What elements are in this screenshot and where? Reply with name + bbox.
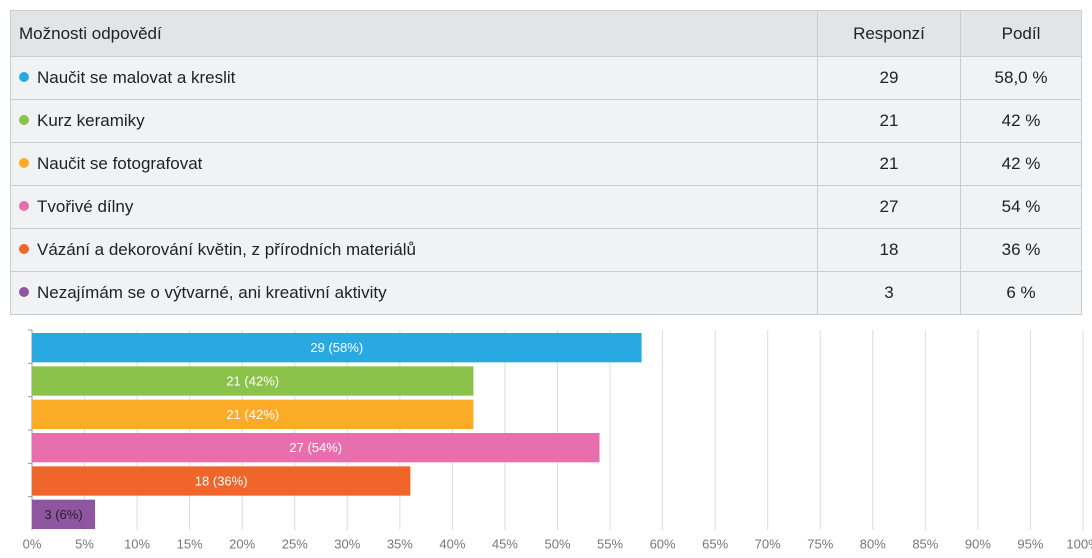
legend-dot: [19, 244, 29, 254]
cell-text: 27: [879, 197, 899, 216]
cell-text: 29: [879, 68, 899, 87]
table-cell: Tvořivé dílny: [10, 185, 818, 229]
x-tick-label: 90%: [965, 536, 991, 551]
x-tick-label: 70%: [755, 536, 781, 551]
table-cell: 29: [817, 56, 961, 100]
cell-text: 36 %: [1001, 240, 1041, 259]
table-cell: 6 %: [960, 271, 1082, 315]
table-cell: 54 %: [960, 185, 1082, 229]
x-tick-label: 35%: [387, 536, 413, 551]
x-tick-label: 30%: [334, 536, 360, 551]
cell-text: 3: [884, 283, 894, 302]
bar-label: 21 (42%): [226, 407, 279, 422]
bar: [32, 366, 474, 396]
table-cell: 36 %: [960, 228, 1082, 272]
x-tick-label: 25%: [282, 536, 308, 551]
bar-label: 27 (54%): [289, 440, 342, 455]
cell-text: 21: [879, 154, 899, 173]
bar-label: 29 (58%): [310, 340, 363, 355]
x-tick-label: 80%: [860, 536, 886, 551]
bar: [32, 433, 600, 463]
cell-text: Naučit se fotografovat: [37, 154, 203, 173]
x-tick-label: 60%: [650, 536, 676, 551]
bar: [32, 499, 96, 529]
x-tick-label: 40%: [439, 536, 465, 551]
bar: [32, 399, 474, 429]
legend-dot: [19, 201, 29, 211]
cell-text: 18: [879, 240, 899, 259]
table-cell: Nezajímám se o výtvarné, ani kreativní a…: [10, 271, 818, 315]
cell-text: 42 %: [1001, 154, 1041, 173]
x-tick-label: 100%: [1066, 536, 1092, 551]
legend-dot: [19, 158, 29, 168]
table-cell: 18: [817, 228, 961, 272]
x-tick-label: 75%: [807, 536, 833, 551]
header-cell: Možnosti odpovědí: [10, 10, 818, 57]
x-tick-label: 20%: [229, 536, 255, 551]
cell-text: Vázání a dekorování květin, z přírodních…: [37, 240, 416, 259]
legend-dot: [19, 115, 29, 125]
legend-dot: [19, 72, 29, 82]
x-tick-label: 15%: [177, 536, 203, 551]
bar-label: 3 (6%): [44, 507, 82, 522]
bar: [32, 333, 642, 363]
table-row: Nezajímám se o výtvarné, ani kreativní a…: [10, 271, 1082, 315]
table-cell: 42 %: [960, 142, 1082, 186]
table-cell: Naučit se malovat a kreslit: [10, 56, 818, 100]
table-cell: 21: [817, 99, 961, 143]
legend-dot: [19, 287, 29, 297]
table-cell: Vázání a dekorování květin, z přírodních…: [10, 228, 818, 272]
table-cell: 3: [817, 271, 961, 315]
table-cell: 58,0 %: [960, 56, 1082, 100]
table-row: Vázání a dekorování květin, z přírodních…: [10, 228, 1082, 272]
table-row: Kurz keramiky 21 42 %: [10, 99, 1082, 143]
header-row: Možnosti odpovědí Responzí Podíl: [10, 10, 1082, 57]
bar-label: 18 (36%): [195, 473, 248, 488]
cell-text: 54 %: [1001, 197, 1041, 216]
cell-text: 58,0 %: [994, 68, 1048, 87]
cell-text: 21: [879, 111, 899, 130]
table-cell: Kurz keramiky: [10, 99, 818, 143]
cell-text: Tvořivé dílny: [37, 197, 134, 216]
x-tick-label: 50%: [544, 536, 570, 551]
cell-text: Kurz keramiky: [37, 111, 145, 130]
cell-text: Naučit se malovat a kreslit: [37, 68, 236, 87]
x-tick-label: 45%: [492, 536, 518, 551]
table-row: Tvořivé dílny 27 54 %: [10, 185, 1082, 229]
cell-text: 42 %: [1001, 111, 1041, 130]
x-tick-label: 5%: [75, 536, 94, 551]
x-tick-label: 95%: [1017, 536, 1043, 551]
results-table: Možnosti odpovědí Responzí Podíl Naučit se …: [10, 10, 1082, 315]
table-cell: Naučit se fotografovat: [10, 142, 818, 186]
x-tick-label: 0%: [23, 536, 42, 551]
bar: [32, 466, 411, 496]
x-tick-label: 10%: [124, 536, 150, 551]
table-cell: 27: [817, 185, 961, 229]
table-row: Naučit se fotografovat 21 42 %: [10, 142, 1082, 186]
table-row: Naučit se malovat a kreslit 29 58,0 %: [10, 56, 1082, 100]
x-tick-label: 55%: [597, 536, 623, 551]
cell-text: 6 %: [1006, 283, 1036, 302]
cell-text: Nezajímám se o výtvarné, ani kreativní a…: [37, 283, 387, 302]
x-tick-label: 85%: [912, 536, 938, 551]
x-tick-label: 65%: [702, 536, 728, 551]
table-cell: 42 %: [960, 99, 1082, 143]
bar-label: 21 (42%): [226, 373, 279, 388]
